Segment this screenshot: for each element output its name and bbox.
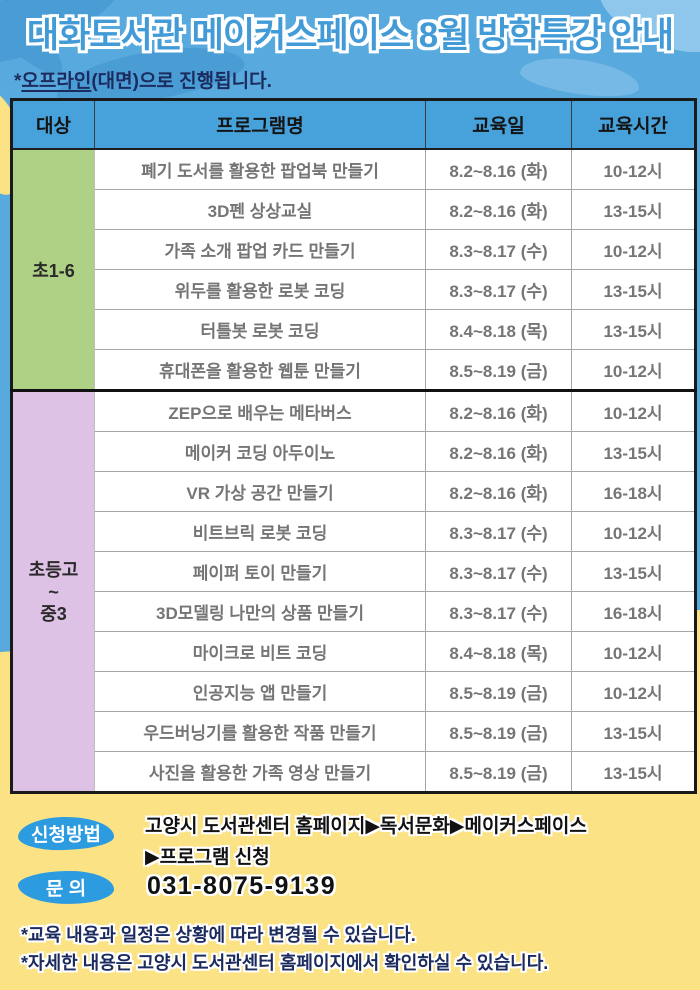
table-row: 초1-6 폐기 도서를 활용한 팝업북 만들기 8.2~8.16 (화) 10-… [11, 148, 696, 391]
table-row: 위두를 활용한 로봇 코딩 8.3~8.17 (수) 13-15시 [12, 269, 696, 310]
apply-method-badge: 신청방법 [17, 816, 115, 851]
time-cell: 16-18시 [571, 591, 696, 632]
program-cell: 페이퍼 토이 만들기 [94, 551, 426, 592]
apply-method-line1: 고양시 도서관센터 홈페이지▶독서문화▶메이커스페이스 [145, 816, 587, 837]
program-cell: 우드버닝기를 활용한 작품 만들기 [94, 711, 426, 752]
date-cell: 8.4~8.18 (목) [425, 631, 572, 672]
table-row: 초등고 ~ 중3 ZEP으로 배우는 메타버스 8.2~8.16 (화) 10-… [11, 389, 696, 793]
date-cell: 8.2~8.16 (화) [425, 471, 572, 512]
program-cell: 3D모델링 나만의 상품 만들기 [94, 591, 426, 632]
table-header-row: 대상 프로그램명 교육일 교육시간 [11, 99, 696, 150]
time-cell: 13-15시 [571, 551, 696, 592]
page-title: 대화도서관 메이커스페이스 8월 방학특강 안내 [26, 16, 674, 55]
program-cell: 인공지능 앱 만들기 [94, 671, 426, 712]
date-cell: 8.2~8.16 (화) [425, 431, 572, 472]
table-row: 인공지능 앱 만들기 8.5~8.19 (금) 10-12시 [12, 671, 696, 712]
date-cell: 8.2~8.16 (화) [425, 189, 572, 230]
time-cell: 10-12시 [571, 148, 696, 190]
offline-note: *오프라인(대면)으로 진행됩니다. [14, 66, 272, 93]
program-cell: ZEP으로 배우는 메타버스 [94, 389, 426, 432]
date-cell: 8.2~8.16 (화) [425, 148, 572, 190]
date-cell: 8.3~8.17 (수) [425, 511, 572, 552]
program-cell: 마이크로 비트 코딩 [94, 631, 426, 672]
time-cell: 13-15시 [571, 269, 696, 310]
table-row: 3D모델링 나만의 상품 만들기 8.3~8.17 (수) 16-18시 [12, 591, 696, 632]
footnote-1: *교육 내용과 일정은 상황에 따라 변경될 수 있습니다. [21, 925, 416, 945]
column-header-date: 교육일 [425, 99, 572, 150]
program-cell: 3D펜 상상교실 [94, 189, 426, 230]
table-row: 터틀봇 로봇 코딩 8.4~8.18 (목) 13-15시 [12, 309, 696, 350]
table-row: 메이커 코딩 아두이노 8.2~8.16 (화) 13-15시 [12, 431, 696, 472]
table-row: 페이퍼 토이 만들기 8.3~8.17 (수) 13-15시 [12, 551, 696, 592]
column-header-time: 교육시간 [571, 99, 696, 150]
time-cell: 13-15시 [571, 751, 696, 793]
table-row: 휴대폰을 활용한 웹툰 만들기 8.5~8.19 (금) 10-12시 [12, 349, 696, 391]
program-cell: 휴대폰을 활용한 웹툰 만들기 [94, 349, 426, 391]
time-cell: 13-15시 [571, 711, 696, 752]
time-cell: 10-12시 [571, 671, 696, 712]
apply-method-label: 신청방법 [30, 824, 102, 847]
time-cell: 13-15시 [571, 431, 696, 472]
phone-number: 031-8075-9139 [147, 872, 337, 900]
footnotes: *교육 내용과 일정은 상황에 따라 변경될 수 있습니다. *자세한 내용은 … [21, 921, 548, 977]
column-header-target: 대상 [11, 99, 95, 150]
table-row: VR 가상 공간 만들기 8.2~8.16 (화) 16-18시 [12, 471, 696, 512]
date-cell: 8.5~8.19 (금) [425, 349, 572, 391]
program-cell: VR 가상 공간 만들기 [94, 471, 426, 512]
date-cell: 8.3~8.17 (수) [425, 591, 572, 632]
time-cell: 10-12시 [571, 511, 696, 552]
table-row: 가족 소개 팝업 카드 만들기 8.3~8.17 (수) 10-12시 [12, 229, 696, 270]
date-cell: 8.2~8.16 (화) [425, 389, 572, 432]
date-cell: 8.3~8.17 (수) [425, 269, 572, 310]
program-cell: 사진을 활용한 가족 영상 만들기 [94, 751, 426, 793]
apply-method-text: 고양시 도서관센터 홈페이지▶독서문화▶메이커스페이스 ▶프로그램 신청 [145, 811, 685, 873]
time-cell: 10-12시 [571, 631, 696, 672]
program-table-container: 대상 프로그램명 교육일 교육시간 초1-6 폐기 도서를 활용한 팝업북 만들… [10, 98, 697, 794]
offline-note-star: * [14, 71, 22, 92]
program-cell: 가족 소개 팝업 카드 만들기 [94, 229, 426, 270]
date-cell: 8.4~8.18 (목) [425, 309, 572, 350]
date-cell: 8.5~8.19 (금) [425, 751, 572, 793]
apply-method-line2: ▶프로그램 신청 [145, 847, 270, 868]
footnote-2: *자세한 내용은 고양시 도서관센터 홈페이지에서 확인하실 수 있습니다. [21, 953, 549, 973]
date-cell: 8.3~8.17 (수) [425, 551, 572, 592]
program-cell: 위두를 활용한 로봇 코딩 [94, 269, 426, 310]
offline-note-underline: 오프라인 [21, 71, 92, 92]
program-cell: 터틀봇 로봇 코딩 [94, 309, 426, 350]
table-row: 사진을 활용한 가족 영상 만들기 8.5~8.19 (금) 13-15시 [12, 751, 696, 793]
time-cell: 10-12시 [571, 389, 696, 432]
target-cell-elementary: 초1-6 [11, 148, 95, 391]
program-cell: 메이커 코딩 아두이노 [94, 431, 426, 472]
target-cell-middle: 초등고 ~ 중3 [11, 389, 95, 793]
table-row: 비트브릭 로봇 코딩 8.3~8.17 (수) 10-12시 [12, 511, 696, 552]
table-row: 3D펜 상상교실 8.2~8.16 (화) 13-15시 [12, 189, 696, 230]
time-cell: 10-12시 [571, 229, 696, 270]
table-row: 마이크로 비트 코딩 8.4~8.18 (목) 10-12시 [12, 631, 696, 672]
column-header-program: 프로그램명 [94, 99, 426, 150]
table-row: 우드버닝기를 활용한 작품 만들기 8.5~8.19 (금) 13-15시 [12, 711, 696, 752]
time-cell: 13-15시 [571, 309, 696, 350]
program-table: 대상 프로그램명 교육일 교육시간 초1-6 폐기 도서를 활용한 팝업북 만들… [10, 98, 697, 794]
offline-note-rest: (대면)으로 진행됩니다. [91, 71, 272, 92]
date-cell: 8.3~8.17 (수) [425, 229, 572, 270]
program-cell: 비트브릭 로봇 코딩 [94, 511, 426, 552]
date-cell: 8.5~8.19 (금) [425, 711, 572, 752]
time-cell: 13-15시 [571, 189, 696, 230]
program-cell: 폐기 도서를 활용한 팝업북 만들기 [94, 148, 426, 190]
time-cell: 10-12시 [571, 349, 696, 391]
time-cell: 16-18시 [571, 471, 696, 512]
date-cell: 8.5~8.19 (금) [425, 671, 572, 712]
inquiry-label: 문 의 [45, 878, 87, 901]
